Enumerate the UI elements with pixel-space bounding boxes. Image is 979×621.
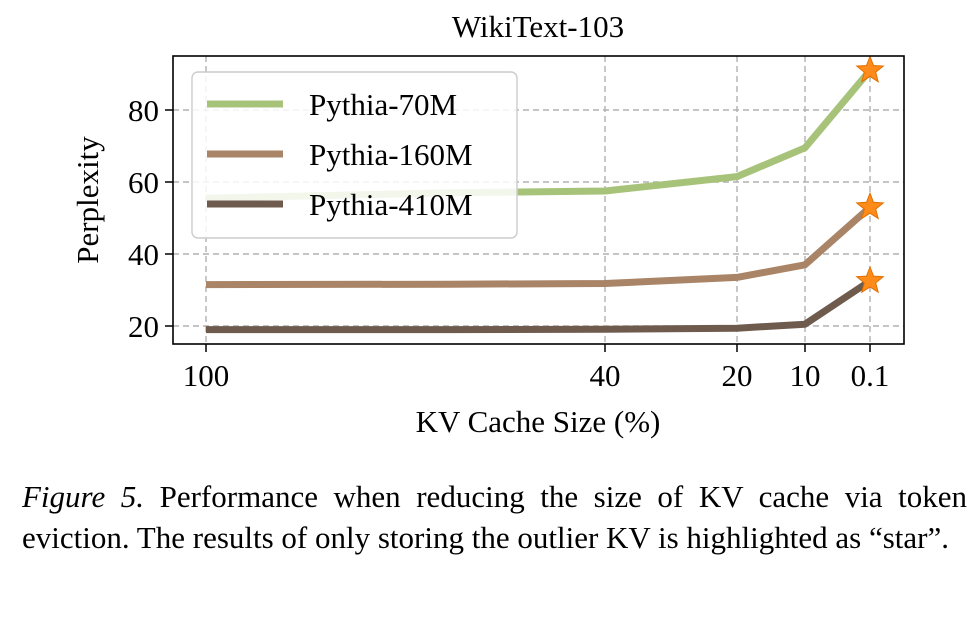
legend-label: Pythia-70M bbox=[309, 87, 457, 122]
y-ticks: 20 40 60 80 bbox=[128, 93, 173, 344]
plot-frame bbox=[172, 55, 905, 345]
chart-title: WikiText-103 bbox=[452, 9, 624, 44]
caption-text: Performance when reducing the size of KV… bbox=[22, 479, 967, 555]
x-tick-label: 10 bbox=[790, 358, 821, 393]
x-tick-label: 20 bbox=[722, 358, 753, 393]
series-line-pythia-160m bbox=[205, 204, 873, 289]
figure-label: Figure 5. bbox=[22, 479, 145, 514]
series-line-pythia-410m bbox=[206, 278, 872, 334]
chart: WikiText-103 20 40 60 80 100 40 20 10 0.1 Perpl… bbox=[70, 9, 905, 439]
y-tick-label: 80 bbox=[128, 93, 159, 128]
y-tick-label: 20 bbox=[128, 309, 159, 344]
x-tick-label: 0.1 bbox=[851, 358, 890, 393]
x-axis-label: KV Cache Size (%) bbox=[416, 404, 661, 439]
figure-caption: Figure 5. Performance when reducing the … bbox=[22, 476, 967, 558]
star-markers bbox=[855, 55, 885, 294]
y-axis-label: Perplexity bbox=[70, 136, 105, 264]
y-tick-label: 60 bbox=[128, 165, 159, 200]
star-marker bbox=[855, 191, 885, 220]
y-tick-label: 40 bbox=[128, 237, 159, 272]
x-tick-label: 100 bbox=[183, 358, 230, 393]
legend-label: Pythia-160M bbox=[309, 137, 473, 172]
x-ticks: 100 40 20 10 0.1 bbox=[183, 344, 890, 393]
star-marker bbox=[855, 265, 885, 294]
legend-box bbox=[191, 71, 518, 239]
star-marker bbox=[855, 55, 885, 83]
legend: Pythia-70M Pythia-160M Pythia-410M bbox=[191, 71, 518, 239]
x-tick-label: 40 bbox=[590, 358, 621, 393]
legend-label: Pythia-410M bbox=[309, 187, 473, 222]
